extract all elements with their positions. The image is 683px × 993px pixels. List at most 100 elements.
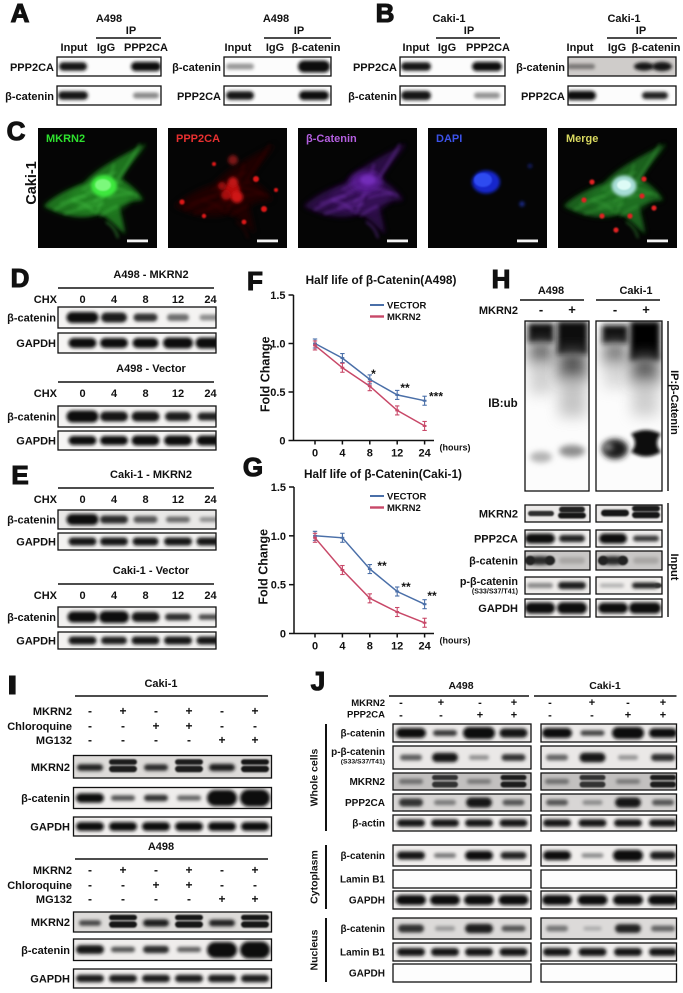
svg-text:IP: IP — [636, 25, 646, 37]
svg-text:CHX: CHX — [34, 590, 58, 602]
svg-text:4: 4 — [111, 494, 118, 506]
svg-text:12: 12 — [172, 590, 184, 602]
svg-text:β-catenin: β-catenin — [7, 515, 56, 527]
svg-text:-: - — [220, 878, 224, 892]
svg-text:C: C — [7, 116, 26, 146]
svg-text:-: - — [590, 710, 594, 722]
svg-text:4: 4 — [339, 448, 346, 460]
svg-text:Input: Input — [61, 42, 88, 54]
svg-text:GAPDH: GAPDH — [30, 822, 70, 834]
svg-text:p-β-catenin: p-β-catenin — [331, 747, 385, 758]
svg-text:β-catenin: β-catenin — [292, 42, 341, 54]
svg-text:IP: IP — [126, 25, 136, 37]
svg-text:IgG: IgG — [266, 42, 284, 54]
svg-text:MKRN2: MKRN2 — [479, 305, 518, 317]
svg-text:PPP2CA: PPP2CA — [124, 42, 168, 54]
svg-text:-: - — [88, 878, 92, 892]
svg-text:Lamin B1: Lamin B1 — [340, 875, 385, 886]
svg-text:VECTOR: VECTOR — [387, 301, 427, 312]
svg-text:8: 8 — [142, 294, 148, 306]
svg-text:8: 8 — [367, 641, 373, 653]
svg-text:GAPDH: GAPDH — [30, 974, 70, 986]
svg-text:PPP2CA: PPP2CA — [474, 534, 518, 546]
svg-text:PPP2CA: PPP2CA — [521, 91, 565, 103]
svg-text:+: + — [119, 863, 126, 877]
svg-text:-: - — [154, 733, 158, 747]
svg-text:+: + — [660, 710, 666, 722]
svg-text:-: - — [88, 733, 92, 747]
svg-text:Input: Input — [668, 554, 680, 581]
svg-text:Half life of β-Catenin(Caki-1): Half life of β-Catenin(Caki-1) — [304, 467, 462, 481]
svg-text:MG132: MG132 — [36, 894, 72, 906]
svg-text:-: - — [220, 719, 224, 733]
svg-text:12: 12 — [391, 448, 403, 460]
svg-text:A498: A498 — [263, 13, 289, 25]
svg-text:+: + — [568, 302, 576, 317]
svg-text:**: ** — [377, 559, 387, 573]
svg-text:0.5: 0.5 — [270, 387, 285, 399]
svg-text:Whole cells: Whole cells — [309, 748, 321, 806]
svg-text:+: + — [251, 892, 258, 906]
svg-text:4: 4 — [111, 388, 118, 400]
svg-text:GAPDH: GAPDH — [349, 896, 385, 907]
svg-text:*: * — [371, 367, 376, 381]
svg-text:-: - — [121, 719, 125, 733]
svg-text:GAPDH: GAPDH — [16, 636, 56, 648]
svg-text:β-catenin: β-catenin — [7, 612, 56, 624]
svg-text:0: 0 — [279, 436, 285, 448]
svg-text:Caki-1: Caki-1 — [432, 13, 465, 25]
svg-text:MKRN2: MKRN2 — [387, 312, 421, 323]
svg-text:G: G — [243, 452, 263, 482]
svg-text:β-catenin: β-catenin — [341, 924, 385, 935]
svg-text:p-β-catenin: p-β-catenin — [460, 576, 518, 588]
svg-text:GAPDH: GAPDH — [349, 969, 385, 980]
svg-text:IP: IP — [464, 25, 474, 37]
svg-text:Half life of β-Catenin(A498): Half life of β-Catenin(A498) — [306, 273, 457, 287]
svg-text:Input: Input — [225, 42, 252, 54]
svg-text:A498: A498 — [96, 13, 122, 25]
svg-text:IgG: IgG — [438, 42, 456, 54]
svg-text:(S33/S37/T41): (S33/S37/T41) — [341, 759, 385, 766]
svg-text:+: + — [589, 697, 595, 709]
svg-text:Chloroquine: Chloroquine — [7, 721, 72, 733]
svg-text:24: 24 — [204, 494, 217, 506]
svg-text:IB:ub: IB:ub — [488, 398, 517, 410]
svg-text:+: + — [218, 733, 225, 747]
svg-text:A498: A498 — [538, 285, 564, 297]
svg-text:12: 12 — [391, 641, 403, 653]
svg-text:***: *** — [429, 390, 443, 404]
svg-text:H: H — [492, 264, 511, 294]
svg-text:-: - — [88, 719, 92, 733]
svg-text:+: + — [152, 878, 159, 892]
svg-text:(hours): (hours) — [440, 443, 471, 453]
svg-text:1.0: 1.0 — [271, 531, 286, 543]
svg-text:-: - — [626, 697, 630, 709]
svg-text:-: - — [187, 733, 191, 747]
svg-text:β-catenin: β-catenin — [7, 313, 56, 325]
svg-text:-: - — [439, 710, 443, 722]
svg-text:F: F — [247, 266, 263, 296]
svg-text:1.0: 1.0 — [270, 339, 285, 351]
svg-text:GAPDH: GAPDH — [16, 338, 56, 350]
svg-text:MKRN2: MKRN2 — [33, 865, 72, 877]
svg-text:β-catenin: β-catenin — [341, 851, 385, 862]
svg-text:(hours): (hours) — [440, 636, 471, 646]
svg-text:GAPDH: GAPDH — [16, 537, 56, 549]
svg-text:IP: IP — [294, 25, 304, 37]
svg-text:+: + — [660, 697, 666, 709]
svg-text:GAPDH: GAPDH — [478, 603, 518, 615]
svg-text:+: + — [251, 863, 258, 877]
svg-text:**: ** — [427, 589, 437, 603]
svg-text:12: 12 — [172, 388, 184, 400]
svg-text:-: - — [187, 892, 191, 906]
svg-text:1.5: 1.5 — [271, 482, 286, 494]
svg-text:0: 0 — [79, 494, 85, 506]
svg-text:+: + — [251, 704, 258, 718]
svg-text:IgG: IgG — [608, 42, 626, 54]
svg-text:8: 8 — [142, 590, 148, 602]
svg-text:12: 12 — [172, 494, 184, 506]
svg-text:D: D — [11, 263, 30, 293]
svg-text:β-catenin: β-catenin — [21, 945, 70, 957]
svg-text:0.5: 0.5 — [271, 580, 286, 592]
svg-text:β-catenin: β-catenin — [5, 91, 54, 103]
